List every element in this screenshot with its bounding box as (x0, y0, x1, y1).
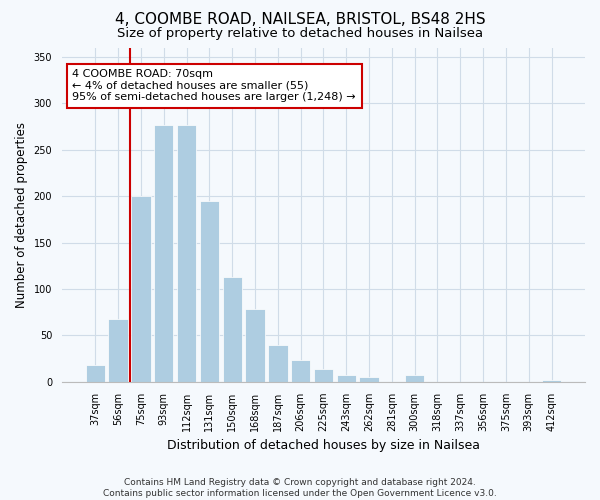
Bar (177, 124, 196, 382)
Y-axis label: Number of detached properties: Number of detached properties (15, 122, 28, 308)
Bar (200, 201, 219, 382)
Bar (291, 360, 310, 382)
X-axis label: Distribution of detached houses by size in Nailsea: Distribution of detached houses by size … (167, 440, 480, 452)
Bar (245, 308, 265, 382)
Bar (131, 196, 151, 382)
Bar (542, 380, 561, 382)
Bar (154, 124, 173, 382)
Bar (268, 345, 287, 382)
Text: Size of property relative to detached houses in Nailsea: Size of property relative to detached ho… (117, 28, 483, 40)
Text: 4, COOMBE ROAD, NAILSEA, BRISTOL, BS48 2HS: 4, COOMBE ROAD, NAILSEA, BRISTOL, BS48 2… (115, 12, 485, 28)
Text: Contains HM Land Registry data © Crown copyright and database right 2024.
Contai: Contains HM Land Registry data © Crown c… (103, 478, 497, 498)
Text: 4 COOMBE ROAD: 70sqm
← 4% of detached houses are smaller (55)
95% of semi-detach: 4 COOMBE ROAD: 70sqm ← 4% of detached ho… (73, 69, 356, 102)
Bar (359, 378, 379, 382)
Bar (405, 376, 424, 382)
Bar (86, 365, 105, 382)
Bar (223, 277, 242, 382)
Bar (109, 319, 128, 382)
Bar (314, 369, 333, 382)
Bar (337, 376, 356, 382)
